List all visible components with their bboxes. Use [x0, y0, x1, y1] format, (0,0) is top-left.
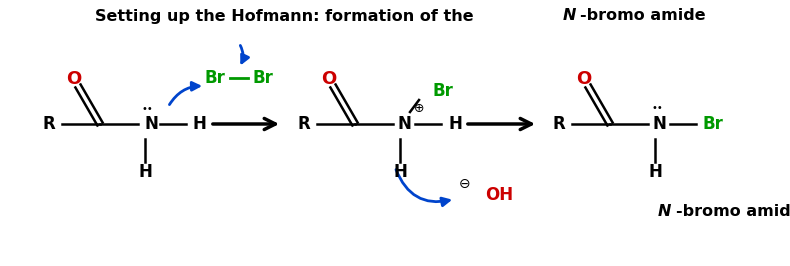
Text: H: H	[393, 163, 407, 181]
Text: R: R	[43, 115, 55, 133]
Text: H: H	[448, 115, 462, 133]
Text: N: N	[653, 115, 667, 133]
Text: H: H	[138, 163, 152, 181]
Text: R: R	[298, 115, 310, 133]
Text: Setting up the Hofmann: formation of the: Setting up the Hofmann: formation of the	[95, 9, 480, 23]
Text: O: O	[66, 70, 81, 88]
Text: OH: OH	[485, 186, 514, 204]
Text: O: O	[577, 70, 592, 88]
Text: N: N	[563, 9, 577, 23]
Text: ••: ••	[651, 103, 663, 113]
Text: ••: ••	[141, 104, 153, 114]
FancyArrowPatch shape	[240, 45, 249, 63]
Text: Br: Br	[433, 82, 454, 100]
FancyArrowPatch shape	[169, 82, 199, 105]
Text: -bromo amide: -bromo amide	[676, 205, 790, 219]
Text: -bromo amide: -bromo amide	[580, 9, 705, 23]
Text: Br: Br	[253, 69, 273, 87]
Text: ⊖: ⊖	[459, 177, 471, 191]
Text: H: H	[193, 115, 207, 133]
Text: Br: Br	[205, 69, 225, 87]
Text: N: N	[658, 205, 672, 219]
Text: R: R	[553, 115, 566, 133]
Text: N: N	[145, 115, 159, 133]
FancyArrowPatch shape	[396, 170, 450, 206]
Text: Br: Br	[703, 115, 724, 133]
Text: O: O	[322, 70, 337, 88]
Text: H: H	[648, 163, 662, 181]
Text: ⊕: ⊕	[414, 102, 424, 114]
Text: N: N	[398, 115, 412, 133]
